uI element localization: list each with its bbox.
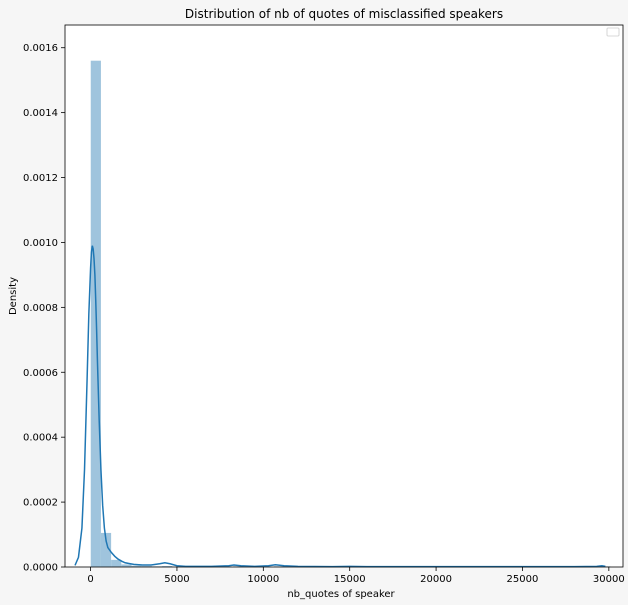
y-tick-label-2: 0.0004 (23, 433, 58, 444)
x-tick-label-3: 15000 (334, 574, 366, 585)
histogram-bar-3 (121, 564, 132, 567)
y-tick-label-4: 0.0008 (23, 303, 58, 314)
x-tick-label-0: 0 (87, 574, 93, 585)
histogram-bar-5 (141, 566, 152, 567)
y-tick-label-0: 0.0000 (23, 563, 58, 574)
x-tick-label-4: 20000 (420, 574, 452, 585)
chart-title: Distribution of nb of quotes of misclass… (185, 7, 503, 21)
plot-background (65, 25, 623, 567)
y-axis-title: Density (8, 277, 19, 315)
y-tick-label-7: 0.0014 (23, 108, 58, 119)
x-axis: 0 5000 10000 15000 20000 25000 30000 (87, 567, 625, 585)
x-axis-title: nb_quotes of speaker (287, 589, 395, 600)
y-tick-label-5: 0.0010 (23, 238, 58, 249)
x-tick-label-1: 5000 (164, 574, 189, 585)
x-tick-label-2: 10000 (247, 574, 279, 585)
y-tick-label-1: 0.0002 (23, 498, 58, 509)
histogram-bar-2 (111, 559, 122, 567)
y-tick-label-3: 0.0006 (23, 368, 58, 379)
y-tick-label-6: 0.0012 (23, 173, 58, 184)
legend-box (606, 27, 620, 37)
histogram-bar-4 (131, 565, 142, 567)
x-tick-label-5: 25000 (507, 574, 539, 585)
histogram-bar-7 (162, 566, 173, 567)
x-tick-label-6: 30000 (593, 574, 625, 585)
y-axis: 0.0000 0.0002 0.0004 0.0006 0.0008 0.0010 0.00… (23, 43, 65, 574)
histogram-bar-1 (100, 532, 112, 567)
y-tick-label-8: 0.0016 (23, 43, 58, 54)
plot-frame (64, 24, 624, 568)
